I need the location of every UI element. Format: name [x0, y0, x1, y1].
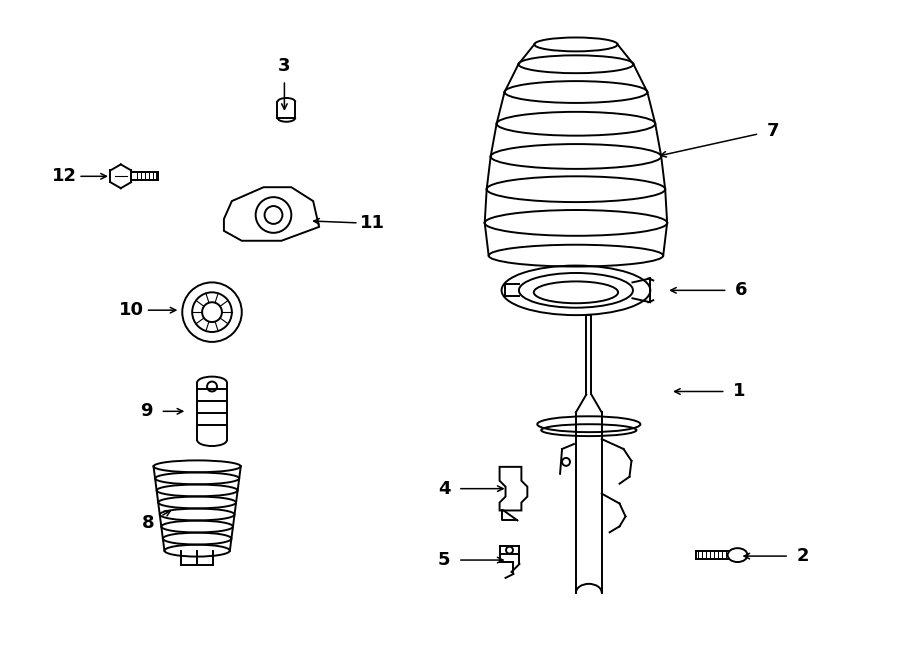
Text: 5: 5	[437, 551, 450, 569]
Text: 8: 8	[142, 514, 155, 532]
Text: 3: 3	[278, 58, 291, 75]
Text: 10: 10	[119, 301, 144, 319]
Text: 2: 2	[796, 547, 809, 565]
Text: 12: 12	[52, 167, 76, 185]
Text: 1: 1	[734, 383, 746, 401]
Text: 9: 9	[140, 403, 153, 420]
Text: 11: 11	[360, 214, 385, 233]
Text: 6: 6	[735, 282, 748, 299]
Text: 7: 7	[767, 122, 779, 139]
Text: 4: 4	[437, 480, 450, 498]
